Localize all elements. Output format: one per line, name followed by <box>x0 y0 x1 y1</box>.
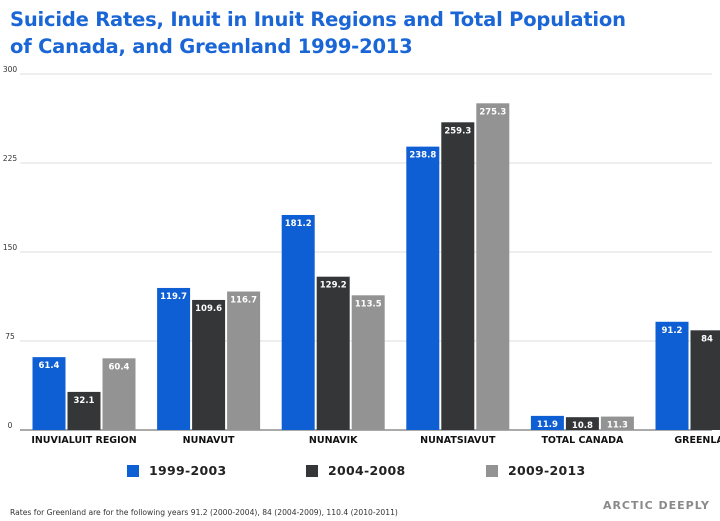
y-tick-label: 75 <box>5 332 15 341</box>
legend-label-series-1: 1999-2003 <box>149 463 227 478</box>
bar-value-label: 181.2 <box>285 219 312 229</box>
bar <box>406 146 440 430</box>
bar-value-labels: 61.4 32.1 60.4 119.7 109.6 116.7 181.2 129.2 113… <box>39 107 713 431</box>
bar <box>102 358 136 430</box>
bar-value-label: 91.2 <box>662 326 683 336</box>
bar-value-label: 119.7 <box>160 292 187 302</box>
bar <box>476 103 510 430</box>
x-axis-labels: INUVIALUIT REGION NUNAVUT NUNAVIK NUNATSIAV… <box>31 435 720 446</box>
x-tick-label: NUNAVIK <box>309 435 358 446</box>
bar <box>281 214 315 430</box>
bar-value-label: 116.7 <box>230 296 257 306</box>
bar-value-label: 10.8 <box>572 421 593 431</box>
footnote: Rates for Greenland are for the followin… <box>10 508 398 517</box>
legend-swatch-series-1 <box>127 464 139 477</box>
bars <box>32 103 720 430</box>
bar-value-label: 84 <box>701 334 713 344</box>
bar <box>565 417 599 430</box>
bar-value-label: 11.9 <box>537 420 558 430</box>
y-tick-label: 300 <box>3 65 18 74</box>
bar <box>32 357 66 430</box>
bar <box>441 122 475 430</box>
y-tick-label: 0 <box>8 421 13 430</box>
legend-label-series-2: 2004-2008 <box>328 463 406 478</box>
chart-title: Suicide Rates, Inuit in Inuit Regions an… <box>10 8 626 58</box>
bar <box>530 415 564 430</box>
x-tick-label: NUNATSIAVUT <box>420 435 496 446</box>
bar-value-label: 129.2 <box>320 281 347 291</box>
bar <box>690 330 720 430</box>
bar <box>157 287 191 430</box>
bar <box>316 276 350 430</box>
bar-value-label: 61.4 <box>39 361 60 371</box>
legend-swatch-series-3 <box>486 464 498 477</box>
y-tick-label: 150 <box>3 243 18 252</box>
y-axis-ticks: 0 75 150 225 300 <box>3 65 18 430</box>
x-tick-label: NUNAVUT <box>183 435 235 446</box>
bar-chart: 0 75 150 225 300 61.4 32.1 60.4 119.7 109.6 116.7… <box>3 65 720 446</box>
brand-logo: ARCTIC DEEPLY <box>602 499 710 512</box>
bar <box>655 321 689 430</box>
bar <box>600 416 634 430</box>
legend-item-series-2: 2004-2008 <box>306 463 405 478</box>
bar <box>67 391 101 430</box>
legend: 1999-2003 2004-2008 2009-2013 <box>0 463 720 487</box>
bar-value-label: 275.3 <box>479 107 506 117</box>
y-tick-label: 225 <box>3 154 18 163</box>
bar-value-label: 11.3 <box>607 421 628 431</box>
bar <box>351 295 385 430</box>
bar <box>227 291 261 430</box>
bar <box>192 299 226 430</box>
legend-swatch-series-2 <box>306 464 318 477</box>
bar-value-label: 32.1 <box>74 396 95 406</box>
legend-item-series-3: 2009-2013 <box>486 463 585 478</box>
x-tick-label: INUVIALUIT REGION <box>31 435 136 446</box>
x-tick-label: TOTAL CANADA <box>541 435 624 446</box>
bar-value-label: 259.3 <box>444 126 471 136</box>
legend-label-series-3: 2009-2013 <box>508 463 586 478</box>
bar-value-label: 60.4 <box>109 362 130 372</box>
legend-item-series-1: 1999-2003 <box>127 463 226 478</box>
bar-value-label: 113.5 <box>355 299 382 309</box>
x-tick-label: GREENLAND <box>674 435 720 446</box>
bar-value-label: 109.6 <box>195 304 222 314</box>
bar-value-label: 238.8 <box>409 151 436 161</box>
